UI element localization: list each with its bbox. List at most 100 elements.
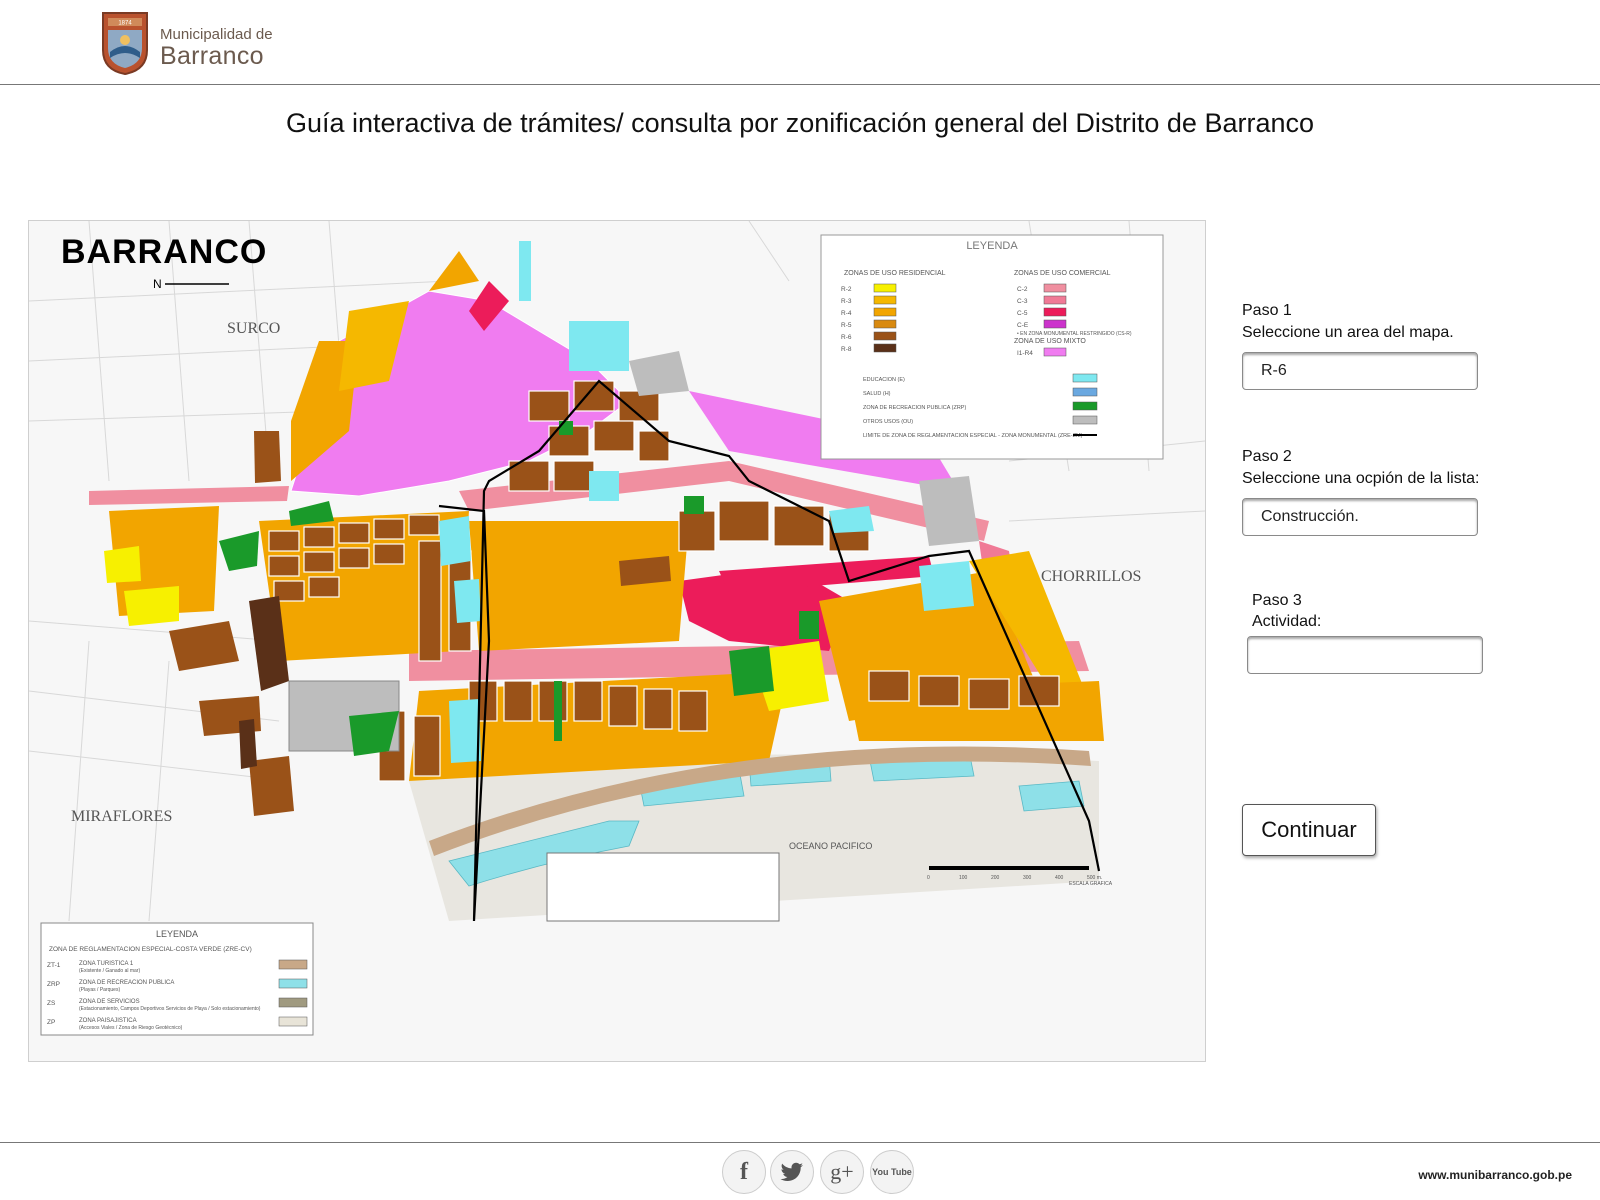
facebook-glyph: f [740, 1158, 748, 1185]
municipality-logo[interactable]: 1874 Municipalidad de Barranco [100, 10, 300, 76]
zoning-map-svg: BARRANCO N SURCO CHORRILLOS MIRAFLORES O… [29, 221, 1205, 1061]
coastal-code-2: ZS [47, 1000, 56, 1007]
scale-label: ESCALA GRAFICA [1069, 881, 1113, 887]
coastal-text-0: ZONA TURISTICA 1 [79, 961, 134, 967]
coastal-sub-1: (Playas / Parques) [79, 987, 120, 993]
site-header: 1874 Municipalidad de Barranco [0, 0, 1600, 85]
brand-line2: Barranco [160, 42, 264, 70]
coastal-code-1: ZRP [47, 981, 60, 988]
legend-swatch-c-2 [1043, 283, 1067, 293]
area-select[interactable]: R-6 [1242, 352, 1478, 390]
coat-of-arms-icon: 1874 [102, 12, 148, 76]
scale-tick-5: 500 m. [1087, 875, 1102, 881]
legend-code-r-6: R-6 [841, 334, 852, 341]
scale-tick-2: 200 [991, 875, 1000, 881]
legend-code-c-2: C-2 [1017, 286, 1028, 293]
coastal-swatch-1 [278, 978, 308, 989]
legend-title: LEYENDA [966, 240, 1018, 252]
coastal-sub-3: (Accesos Viales / Zona de Riesgo Geotécn… [79, 1025, 183, 1031]
legend-other-label-0: EDUCACION (E) [863, 377, 905, 383]
legend-residential-title: ZONAS DE USO RESIDENCIAL [844, 270, 946, 277]
legend-code-r-5: R-5 [841, 322, 852, 329]
legend-mixed-title: ZONA DE USO MIXTO [1014, 338, 1086, 345]
legend-other-swatch-0 [1072, 373, 1098, 383]
step1-heading: Paso 1 [1242, 302, 1292, 319]
zoning-map[interactable]: BARRANCO N SURCO CHORRILLOS MIRAFLORES O… [28, 220, 1206, 1062]
north-label: N [153, 277, 162, 291]
coastal-text-1: ZONA DE RECREACION PUBLICA [79, 980, 174, 986]
legend-swatch-i1-r4 [1043, 347, 1067, 357]
label-surco: SURCO [227, 320, 280, 337]
twitter-icon[interactable] [770, 1150, 814, 1194]
brand-line1: Municipalidad de [160, 26, 273, 43]
step3-heading: Paso 3 [1252, 592, 1302, 609]
step3-desc: Actividad: [1252, 613, 1322, 630]
scale-tick-3: 300 [1023, 875, 1032, 881]
legend-swatch-c-5 [1043, 307, 1067, 317]
google-plus-glyph: g+ [830, 1159, 854, 1184]
step2-desc: Seleccione una ocpión de la lista: [1242, 470, 1480, 487]
legend-code-r-4: R-4 [841, 310, 852, 317]
zoning-legend: LEYENDA ZONAS DE USO RESIDENCIAL ZONAS D… [820, 234, 1164, 460]
legend-swatch-r-4 [873, 307, 897, 317]
legend-commercial-title: ZONAS DE USO COMERCIAL [1014, 270, 1111, 277]
twitter-bird-icon [780, 1162, 803, 1181]
page-title: Guía interactiva de trámites/ consulta p… [285, 108, 1315, 138]
legend-other-swatch-2 [1072, 401, 1098, 411]
legend-code-c-5: C-5 [1017, 310, 1028, 317]
legend-other-label-4: LIMITE DE ZONA DE REGLAMENTACION ESPECIA… [863, 433, 1083, 439]
coastal-swatch-3 [278, 1016, 308, 1027]
youtube-icon[interactable]: You Tube [870, 1150, 914, 1194]
map-heading: BARRANCO [61, 233, 267, 271]
procedure-select-value: Construcción. [1261, 508, 1359, 525]
legend-swatch-c-3 [1043, 295, 1067, 305]
step2-heading: Paso 2 [1242, 448, 1292, 465]
coastal-swatch-0 [278, 959, 308, 970]
label-ocean: OCEANO PACIFICO [789, 841, 872, 851]
legend-other-label-1: SALUD (H) [863, 391, 891, 397]
legend-code-r-2: R-2 [841, 286, 852, 293]
coastal-sub-0: (Existente / Ganado al mar) [79, 968, 140, 974]
procedure-select[interactable]: Construcción. [1242, 498, 1478, 536]
coastal-sub-2: (Estacionamiento, Campos Deportivos Serv… [79, 1006, 261, 1012]
scale-bar: 0 100 200 300 400 500 m. ESCALA GRAFICA [927, 866, 1113, 887]
google-plus-icon[interactable]: g+ [820, 1150, 864, 1194]
legend-other-swatch-3 [1072, 415, 1098, 425]
legend-code-i1-r4: I1-R4 [1017, 350, 1033, 357]
coastal-legend: LEYENDA ZONA DE REGLAMENTACION ESPECIAL-… [40, 922, 314, 1036]
legend-code-r-8: R-8 [841, 346, 852, 353]
coastal-text-3: ZONA PAISAJISTICA [79, 1018, 137, 1024]
founded-year: 1874 [118, 21, 132, 27]
footer-divider [0, 1142, 1600, 1143]
label-chorrillos: CHORRILLOS [1041, 568, 1141, 585]
legend-code-c-3: C-3 [1017, 298, 1028, 305]
legend-swatch-r-5 [873, 319, 897, 329]
footer-url[interactable]: www.munibarranco.gob.pe [1418, 1168, 1572, 1182]
area-select-value: R-6 [1261, 362, 1287, 379]
coastal-legend-subtitle: ZONA DE REGLAMENTACION ESPECIAL-COSTA VE… [49, 946, 252, 953]
legend-other-swatch-1 [1072, 387, 1098, 397]
continue-button[interactable]: Continuar [1242, 804, 1376, 856]
facebook-icon[interactable]: f [722, 1150, 766, 1194]
legend-swatch-r-3 [873, 295, 897, 305]
legend-other-label-2: ZONA DE RECREACION PUBLICA (ZRP) [863, 405, 966, 411]
youtube-glyph: You Tube [872, 1167, 912, 1177]
legend-swatch-c-e [1043, 319, 1067, 329]
legend-swatch-r-8 [873, 343, 897, 353]
legend-code-c-e: C-E [1017, 322, 1029, 329]
coastal-text-2: ZONA DE SERVICIOS [79, 999, 140, 1005]
legend-swatch-r-2 [873, 283, 897, 293]
coastal-code-3: ZP [47, 1019, 55, 1026]
legend-swatch-r-6 [873, 331, 897, 341]
label-miraflores: MIRAFLORES [71, 808, 172, 825]
scale-tick-4: 400 [1055, 875, 1064, 881]
coastal-legend-title: LEYENDA [156, 929, 198, 939]
coastal-code-0: ZT-1 [47, 962, 61, 969]
scale-tick-0: 0 [927, 875, 930, 881]
scale-tick-1: 100 [959, 875, 968, 881]
legend-code-r-3: R-3 [841, 298, 852, 305]
step1-desc: Seleccione un area del mapa. [1242, 324, 1454, 341]
legend-other-label-3: OTROS USOS (OU) [863, 419, 913, 425]
coastal-swatch-2 [278, 997, 308, 1008]
activity-select[interactable] [1247, 636, 1483, 674]
